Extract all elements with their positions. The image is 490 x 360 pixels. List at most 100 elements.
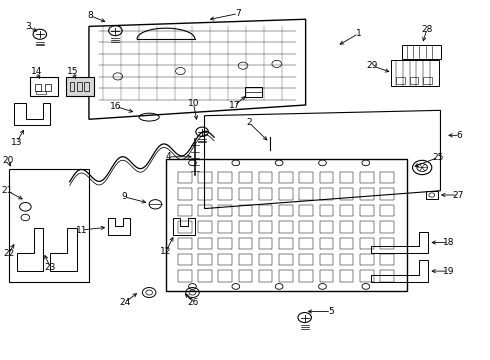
Bar: [319, 221, 333, 233]
Bar: [245, 87, 262, 97]
Bar: [279, 204, 293, 216]
Bar: [219, 221, 232, 233]
Bar: [259, 221, 272, 233]
Bar: [299, 172, 313, 183]
Bar: [259, 204, 272, 216]
Bar: [380, 270, 394, 282]
Bar: [9, 169, 89, 282]
Text: 18: 18: [443, 238, 454, 247]
Bar: [198, 270, 212, 282]
Text: 10: 10: [188, 99, 199, 108]
Bar: [402, 45, 441, 59]
Text: 14: 14: [31, 67, 43, 76]
Bar: [259, 254, 272, 265]
Bar: [239, 254, 252, 265]
Bar: [279, 238, 293, 249]
Bar: [198, 172, 212, 183]
Bar: [239, 172, 252, 183]
Bar: [360, 204, 373, 216]
Text: 19: 19: [443, 267, 454, 276]
Text: 25: 25: [432, 153, 444, 162]
Bar: [198, 188, 212, 200]
Bar: [340, 188, 353, 200]
Text: 28: 28: [421, 25, 433, 34]
Bar: [380, 254, 394, 265]
Bar: [219, 204, 232, 216]
Text: 3: 3: [25, 22, 31, 31]
Bar: [279, 270, 293, 282]
Text: 15: 15: [67, 67, 79, 76]
Bar: [299, 238, 313, 249]
Bar: [360, 254, 373, 265]
Bar: [340, 221, 353, 233]
Bar: [219, 270, 232, 282]
Bar: [319, 254, 333, 265]
Bar: [84, 82, 89, 91]
Text: 11: 11: [76, 225, 87, 234]
Bar: [219, 238, 232, 249]
Bar: [360, 221, 373, 233]
Bar: [178, 270, 192, 282]
Bar: [35, 84, 41, 91]
Bar: [340, 238, 353, 249]
Bar: [178, 254, 192, 265]
Bar: [299, 254, 313, 265]
Bar: [340, 254, 353, 265]
Bar: [279, 172, 293, 183]
Bar: [340, 172, 353, 183]
Bar: [259, 270, 272, 282]
Bar: [239, 270, 252, 282]
Text: 21: 21: [1, 186, 13, 195]
Text: 9: 9: [121, 192, 127, 201]
Bar: [259, 188, 272, 200]
Bar: [66, 77, 94, 96]
Bar: [259, 238, 272, 249]
Text: 17: 17: [229, 101, 240, 110]
Bar: [340, 204, 353, 216]
Bar: [279, 188, 293, 200]
Bar: [198, 204, 212, 216]
Bar: [198, 254, 212, 265]
Bar: [77, 82, 82, 91]
Bar: [380, 204, 394, 216]
Bar: [219, 172, 232, 183]
Text: 27: 27: [453, 190, 464, 199]
Bar: [319, 204, 333, 216]
Bar: [30, 77, 58, 96]
Bar: [70, 82, 74, 91]
Bar: [219, 254, 232, 265]
Bar: [178, 188, 192, 200]
Bar: [178, 172, 192, 183]
Bar: [299, 221, 313, 233]
Text: 26: 26: [188, 298, 199, 307]
Text: 1: 1: [356, 29, 362, 38]
Bar: [299, 270, 313, 282]
Bar: [319, 172, 333, 183]
Bar: [239, 188, 252, 200]
Bar: [239, 204, 252, 216]
Bar: [299, 204, 313, 216]
Bar: [239, 238, 252, 249]
Bar: [380, 221, 394, 233]
Bar: [380, 172, 394, 183]
Bar: [360, 188, 373, 200]
Text: 24: 24: [120, 298, 131, 307]
Bar: [36, 91, 46, 94]
Bar: [279, 254, 293, 265]
Text: 16: 16: [110, 102, 122, 111]
Bar: [45, 84, 51, 91]
Bar: [178, 238, 192, 249]
Bar: [259, 172, 272, 183]
Bar: [279, 221, 293, 233]
Text: 7: 7: [235, 9, 241, 18]
Bar: [360, 238, 373, 249]
Bar: [178, 204, 192, 216]
Bar: [198, 221, 212, 233]
Text: 20: 20: [2, 156, 14, 165]
Bar: [340, 270, 353, 282]
Text: 29: 29: [367, 61, 378, 70]
Text: 8: 8: [87, 11, 93, 20]
Text: 5: 5: [328, 307, 334, 316]
Bar: [410, 77, 418, 84]
Bar: [319, 270, 333, 282]
